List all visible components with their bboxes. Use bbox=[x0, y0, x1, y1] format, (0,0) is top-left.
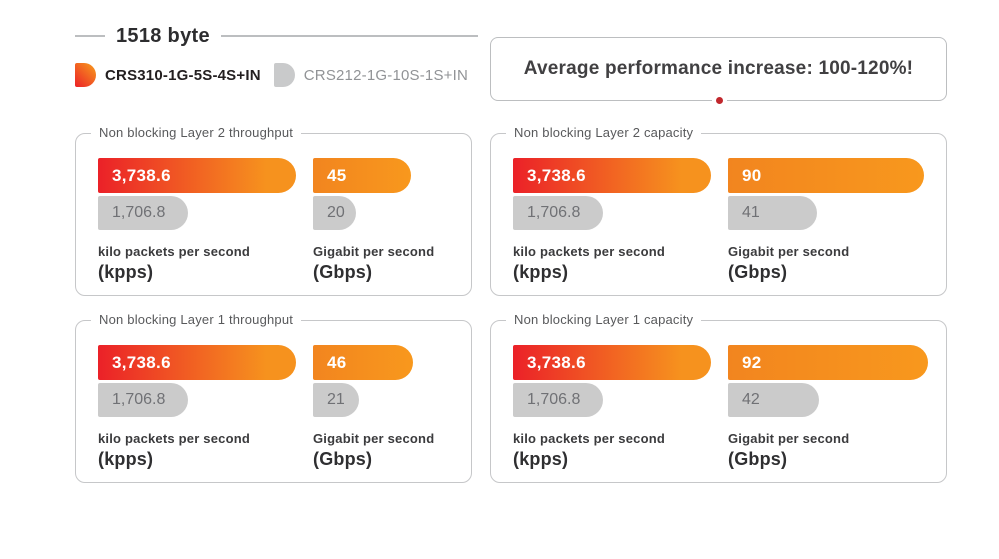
bar-value: 3,738.6 bbox=[112, 166, 171, 185]
legend-label-crs212: CRS212-1G-10S-1S+IN bbox=[303, 66, 469, 84]
gbps-bar-group: 92 42 Gigabit per second (Gbps) bbox=[728, 345, 928, 470]
bar-value: 1,706.8 bbox=[112, 204, 166, 221]
legend-item-crs212: CRS212-1G-10S-1S+IN bbox=[273, 63, 469, 87]
unit-label: kilo packets per second bbox=[98, 431, 250, 446]
bar-crs212-gbps: 41 bbox=[728, 196, 817, 230]
bar-value: 3,738.6 bbox=[527, 166, 586, 185]
bar-crs212-kpps: 1,706.8 bbox=[513, 196, 603, 230]
bar-value: 46 bbox=[327, 353, 347, 372]
kpps-bar-group: 3,738.6 1,706.8 kilo packets per second … bbox=[513, 158, 711, 283]
legend-label-crs310: CRS310-1G-5S-4S+IN bbox=[105, 66, 261, 84]
unit-abbreviation: (Gbps) bbox=[313, 449, 373, 469]
legend-swatch-red-gradient-icon bbox=[75, 63, 96, 87]
panel-title: Non blocking Layer 1 throughput bbox=[91, 312, 302, 327]
bar-value: 20 bbox=[327, 204, 345, 221]
panel-layer1-capacity: Non blocking Layer 1 capacity 3,738.6 1,… bbox=[490, 312, 947, 483]
bar-crs212-kpps: 1,706.8 bbox=[98, 383, 188, 417]
gbps-bar-group: 45 20 Gigabit per second (Gbps) bbox=[313, 158, 434, 283]
kpps-bar-group: 3,738.6 1,706.8 kilo packets per second … bbox=[98, 158, 296, 283]
unit-label: kilo packets per second bbox=[98, 244, 250, 259]
kpps-bar-group: 3,738.6 1,706.8 kilo packets per second … bbox=[513, 345, 711, 470]
bar-value: 42 bbox=[742, 391, 760, 408]
bar-value: 1,706.8 bbox=[527, 204, 581, 221]
unit-label: Gigabit per second bbox=[313, 244, 435, 259]
unit-label: Gigabit per second bbox=[728, 431, 850, 446]
gbps-bar-group: 46 21 Gigabit per second (Gbps) bbox=[313, 345, 434, 470]
legend-swatch-gray-icon bbox=[273, 63, 295, 87]
title-left-dash bbox=[75, 35, 105, 37]
bar-crs310-gbps: 45 bbox=[313, 158, 411, 193]
title-right-line bbox=[220, 35, 478, 37]
bar-crs310-gbps: 46 bbox=[313, 345, 413, 380]
bar-value: 90 bbox=[742, 166, 762, 185]
unit-label: kilo packets per second bbox=[513, 431, 665, 446]
panel-title: Non blocking Layer 2 throughput bbox=[91, 125, 302, 140]
unit-abbreviation: (kpps) bbox=[98, 262, 154, 282]
bar-crs310-kpps: 3,738.6 bbox=[513, 345, 711, 380]
bar-value: 1,706.8 bbox=[527, 391, 581, 408]
bar-value: 1,706.8 bbox=[112, 391, 166, 408]
bar-value: 45 bbox=[327, 166, 347, 185]
unit-abbreviation: (kpps) bbox=[513, 449, 569, 469]
bar-crs310-kpps: 3,738.6 bbox=[98, 345, 296, 380]
performance-banner-text: Average performance increase: 100-120%! bbox=[523, 58, 914, 79]
packet-size-header: 1518 byte bbox=[75, 23, 478, 49]
bar-value: 41 bbox=[742, 204, 760, 221]
kpps-bar-group: 3,738.6 1,706.8 kilo packets per second … bbox=[98, 345, 296, 470]
unit-abbreviation: (Gbps) bbox=[728, 262, 788, 282]
unit-abbreviation: (Gbps) bbox=[728, 449, 788, 469]
bar-crs310-gbps: 90 bbox=[728, 158, 924, 193]
legend: CRS310-1G-5S-4S+IN CRS212-1G-10S-1S+IN bbox=[75, 63, 468, 87]
gbps-bar-group: 90 41 Gigabit per second (Gbps) bbox=[728, 158, 924, 283]
bar-crs212-gbps: 21 bbox=[313, 383, 359, 417]
bar-value: 3,738.6 bbox=[112, 353, 171, 372]
unit-label: Gigabit per second bbox=[728, 244, 850, 259]
unit-abbreviation: (kpps) bbox=[98, 449, 154, 469]
bar-crs212-gbps: 20 bbox=[313, 196, 356, 230]
unit-label: Gigabit per second bbox=[313, 431, 435, 446]
panel-layer2-capacity: Non blocking Layer 2 capacity 3,738.6 1,… bbox=[490, 125, 947, 296]
panel-layer1-throughput: Non blocking Layer 1 throughput 3,738.6 … bbox=[75, 312, 472, 483]
panel-title: Non blocking Layer 2 capacity bbox=[506, 125, 702, 140]
bar-crs212-kpps: 1,706.8 bbox=[98, 196, 188, 230]
unit-abbreviation: (Gbps) bbox=[313, 262, 373, 282]
unit-label: kilo packets per second bbox=[513, 244, 665, 259]
metric-panels-grid: Non blocking Layer 2 throughput 3,738.6 … bbox=[75, 125, 947, 483]
bar-crs310-kpps: 3,738.6 bbox=[513, 158, 711, 193]
bar-crs212-kpps: 1,706.8 bbox=[513, 383, 603, 417]
bar-value: 21 bbox=[327, 391, 345, 408]
bar-crs310-gbps: 92 bbox=[728, 345, 928, 380]
bar-crs310-kpps: 3,738.6 bbox=[98, 158, 296, 193]
panel-title: Non blocking Layer 1 capacity bbox=[506, 312, 702, 327]
legend-item-crs310: CRS310-1G-5S-4S+IN bbox=[75, 63, 261, 87]
panel-layer2-throughput: Non blocking Layer 2 throughput 3,738.6 … bbox=[75, 125, 472, 296]
unit-abbreviation: (kpps) bbox=[513, 262, 569, 282]
bar-value: 92 bbox=[742, 353, 762, 372]
bar-value: 3,738.6 bbox=[527, 353, 586, 372]
page-title: 1518 byte bbox=[116, 24, 210, 47]
bar-crs212-gbps: 42 bbox=[728, 383, 819, 417]
performance-banner: Average performance increase: 100-120%! bbox=[490, 37, 947, 104]
banner-accent-dot bbox=[715, 97, 723, 104]
